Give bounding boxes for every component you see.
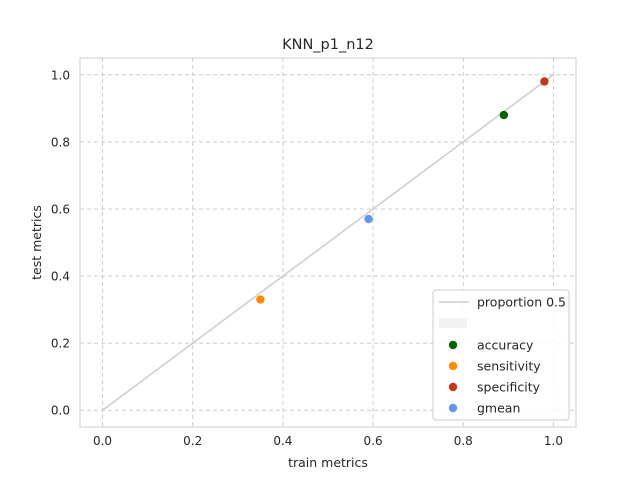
x-tick-label: 0.4	[273, 434, 292, 448]
legend-items: accuracy sensitivity specificity gmean	[448, 338, 541, 416]
sensitivity-legend-marker	[448, 361, 458, 371]
chart-title: KNN_p1_n12	[282, 37, 374, 53]
specificity-legend-label: specificity	[477, 380, 541, 395]
gmean-legend-marker	[448, 403, 458, 413]
gmean-legend-label: gmean	[477, 401, 520, 416]
x-axis-label: train metrics	[288, 455, 368, 470]
x-tick-label: 1.0	[544, 434, 563, 448]
y-tick-label: 1.0	[51, 68, 70, 82]
accuracy-legend-marker	[448, 340, 458, 350]
x-tick-label: 0.0	[93, 434, 112, 448]
accuracy-legend-label: accuracy	[477, 338, 534, 353]
x-tick-label: 0.2	[183, 434, 202, 448]
accuracy-point	[499, 110, 509, 120]
sensitivity-legend-label: sensitivity	[477, 359, 541, 374]
specificity-point	[540, 77, 549, 86]
x-tick-label: 0.8	[454, 434, 473, 448]
y-tick-label: 0.0	[51, 404, 70, 418]
gmean-point	[364, 214, 373, 224]
points-group	[256, 77, 549, 304]
y-tick-labels: 0.0 0.2 0.4 0.6 0.8 1.0	[51, 68, 70, 417]
proportion-line	[102, 74, 554, 411]
y-tick-label: 0.2	[51, 337, 70, 351]
y-axis-label: test metrics	[29, 205, 44, 280]
legend: proportion 0.5 accuracy sensitivity specif…	[432, 289, 570, 421]
reference-line-group	[102, 74, 554, 411]
legend-line-label: proportion 0.5	[477, 295, 566, 310]
sensitivity-point	[256, 295, 265, 304]
grid	[80, 58, 576, 427]
specificity-legend-marker	[448, 382, 458, 392]
legend-blank-entry	[439, 318, 467, 328]
y-tick-label: 0.6	[51, 202, 70, 216]
x-tick-label: 0.6	[364, 434, 383, 448]
y-tick-label: 0.4	[51, 270, 70, 284]
y-tick-label: 0.8	[51, 135, 70, 149]
x-tick-labels: 0.0 0.2 0.4 0.6 0.8 1.0	[93, 434, 563, 448]
